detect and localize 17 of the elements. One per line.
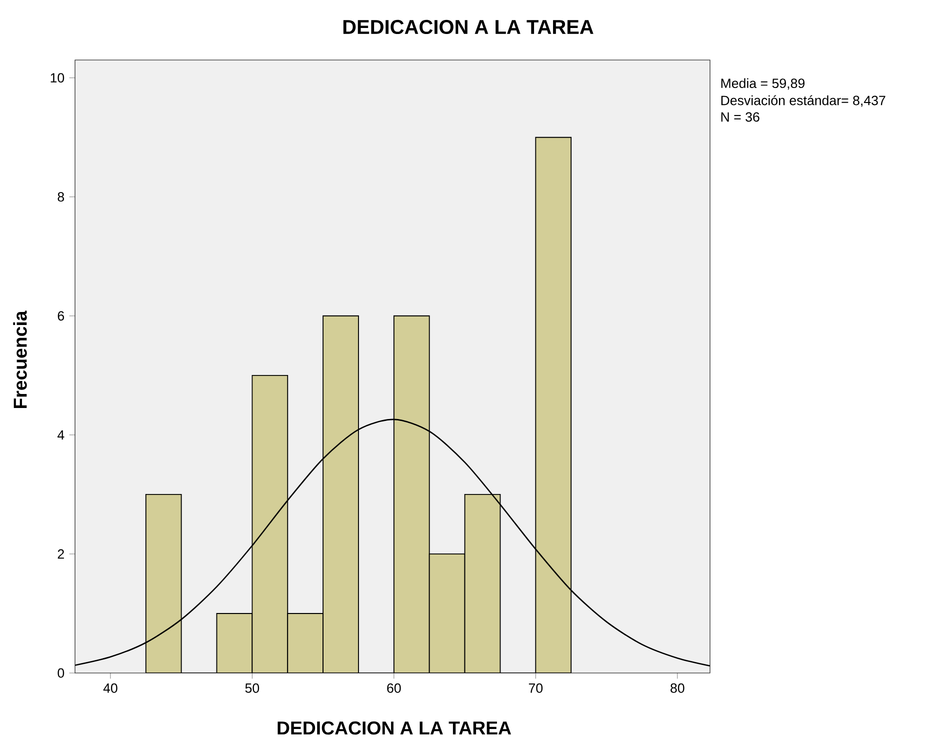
- y-tick-label: 4: [58, 430, 64, 440]
- x-axis-title: DEDICACION A LA TAREA: [278, 721, 512, 735]
- chart-title: DEDICACION A LA TAREA: [343, 20, 594, 34]
- y-axis-title: Frecuencia: [13, 310, 27, 408]
- y-tick-label: 2: [58, 549, 64, 559]
- y-tick-label: 0: [58, 668, 64, 678]
- y-tick-label: 6: [58, 311, 64, 321]
- text: Desviación estándar= 8,437: [721, 95, 886, 107]
- y-tick-label: 8: [58, 192, 64, 202]
- x-tick-label: 50: [245, 683, 260, 693]
- x-tick-label: 70: [528, 683, 543, 693]
- text: Media = 59,89: [721, 78, 805, 90]
- x-tick-label: 80: [670, 683, 684, 693]
- text: N = 36: [721, 112, 760, 122]
- x-tick-label: 60: [387, 683, 401, 693]
- x-tick-label: 40: [103, 683, 118, 693]
- y-tick-label: 10: [50, 73, 64, 83]
